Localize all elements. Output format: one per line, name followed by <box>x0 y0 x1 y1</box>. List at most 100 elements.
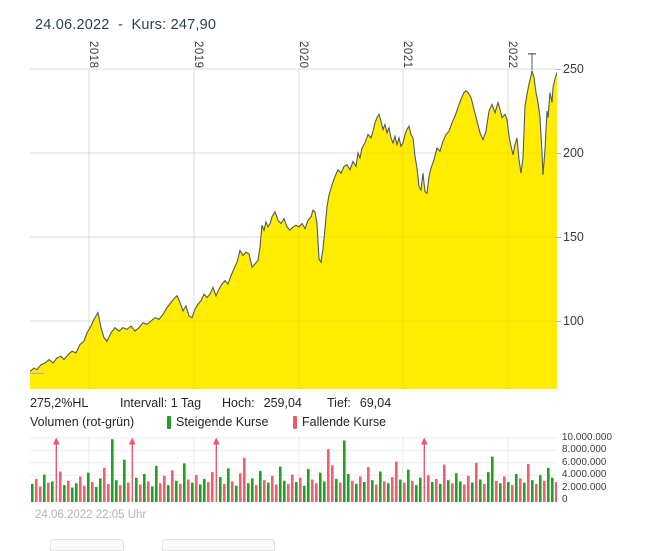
volume-bar <box>487 472 490 502</box>
volume-bar <box>271 475 274 502</box>
volume-bar <box>287 483 290 502</box>
volume-bar <box>35 478 38 502</box>
volume-bar <box>435 478 438 502</box>
volume-bar <box>255 485 258 502</box>
price-axis-label: 250 <box>563 62 584 76</box>
volume-axis-label: 8.000.000 <box>562 444 607 456</box>
volume-bar <box>467 475 470 502</box>
volume-bar <box>219 477 222 502</box>
year-axis-label: 2019 <box>192 41 204 69</box>
volume-bar <box>439 483 442 502</box>
volume-bar <box>87 472 90 502</box>
volume-bar <box>455 473 458 502</box>
volume-bar <box>75 483 78 502</box>
volume-bar <box>523 482 526 502</box>
volume-bar <box>47 482 50 502</box>
low-number: 69,04 <box>359 396 392 410</box>
info-row: 275,2%HL Intervall: 1 Tag Hoch: 259,04 Ti… <box>0 396 651 410</box>
volume-axis-label: 10.000.000 <box>562 432 613 443</box>
bottom-button-2[interactable] <box>162 539 275 551</box>
clipped-volume-arrowhead <box>128 437 136 445</box>
price-area-chart[interactable] <box>30 42 557 389</box>
volume-bar <box>499 483 502 502</box>
volume-bar <box>295 482 298 502</box>
volume-bar <box>407 469 410 502</box>
volume-bar-chart[interactable] <box>30 437 557 503</box>
volume-bar <box>447 480 450 502</box>
volume-bar <box>555 482 557 502</box>
volume-bar <box>259 470 262 502</box>
volume-bar <box>459 481 462 502</box>
price-axis-label: 150 <box>563 230 584 244</box>
volume-bar <box>199 484 202 502</box>
volume-bar <box>43 474 46 502</box>
price-axis-label: 200 <box>563 146 584 160</box>
volume-bar <box>251 478 254 502</box>
volume-bar <box>235 485 238 502</box>
volume-bar <box>495 480 498 502</box>
volume-axis-label: 0 <box>562 494 568 505</box>
quote-timestamp: 24.06.2022 22:05 Uhr <box>35 509 147 521</box>
volume-bar <box>431 482 434 502</box>
volume-bar <box>243 457 246 502</box>
volume-bar <box>543 480 546 502</box>
volume-bar <box>303 485 306 502</box>
volume-bar <box>535 483 538 502</box>
volume-bar <box>403 482 406 502</box>
falling-prices-chip-icon <box>293 416 297 429</box>
volume-bar <box>191 482 194 502</box>
volume-bar <box>223 483 226 502</box>
volume-bar <box>51 481 54 502</box>
volume-bar <box>155 465 158 502</box>
volume-bar <box>367 467 370 502</box>
volume-bar <box>339 482 342 502</box>
volume-bar <box>59 471 62 502</box>
volume-bar <box>283 480 286 502</box>
year-axis-label: 2020 <box>297 41 309 69</box>
volume-bar <box>363 482 366 502</box>
volume-bar <box>479 479 482 502</box>
volume-bar <box>343 440 346 502</box>
volume-bar <box>95 486 98 502</box>
volume-bar <box>79 476 82 502</box>
volume-bar <box>335 478 338 502</box>
volume-bar <box>463 484 466 502</box>
volume-bar <box>503 476 506 502</box>
price-axis-tick <box>556 153 561 154</box>
volume-bar <box>139 484 142 502</box>
volume-bar <box>279 466 282 502</box>
volume-axis-label: 6.000.000 <box>562 456 607 468</box>
clipped-volume-arrowhead <box>212 437 220 445</box>
volume-bar <box>347 473 350 502</box>
volume-bar <box>203 478 206 502</box>
volume-bar <box>331 465 334 502</box>
volume-bar <box>539 475 542 502</box>
volume-bar <box>291 474 294 502</box>
low-value: Tief: 69,04 <box>327 396 391 410</box>
volume-bar <box>187 479 190 502</box>
volume-bar <box>119 485 122 502</box>
volume-bar <box>359 476 362 502</box>
volume-bar <box>391 477 394 502</box>
year-axis-label: 2018 <box>87 41 99 69</box>
volume-bar <box>519 478 522 502</box>
volume-bar <box>387 483 390 502</box>
volume-bar <box>231 481 234 502</box>
clipped-volume-arrowhead <box>52 437 60 445</box>
volume-bar <box>99 478 102 502</box>
clipped-volume-arrowhead <box>420 437 428 445</box>
volume-bar <box>351 480 354 502</box>
volume-bar <box>239 473 242 502</box>
volume-bar <box>451 483 454 502</box>
bottom-button-1[interactable] <box>50 539 124 551</box>
volume-bar <box>327 449 330 502</box>
volume-bar <box>247 483 250 502</box>
volume-bar <box>483 483 486 502</box>
volume-bar <box>127 482 130 502</box>
high-number: 259,04 <box>263 396 302 410</box>
volume-bar <box>39 486 42 502</box>
volume-bar <box>275 484 278 502</box>
price-axis-label: 100 <box>563 314 584 328</box>
volume-bar <box>323 481 326 502</box>
